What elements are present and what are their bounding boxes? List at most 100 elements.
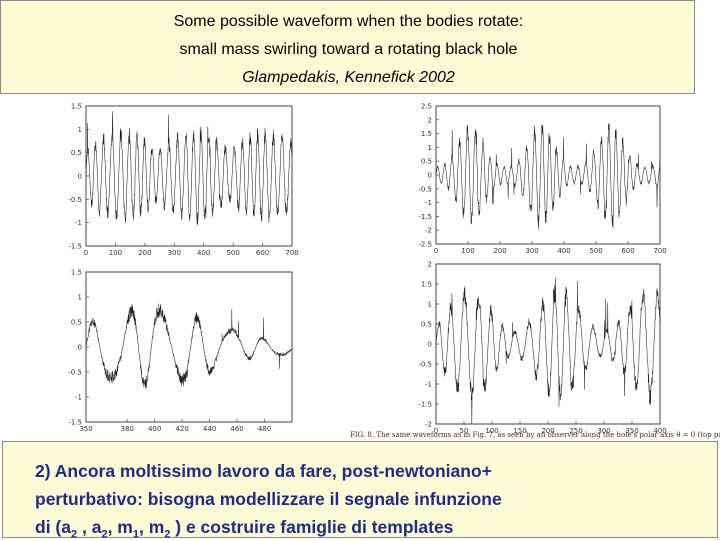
note-text: 2) Ancora moltissimo lavoro da fare, pos… — [35, 457, 705, 541]
note-box: 2) Ancora moltissimo lavoro da fare, pos… — [2, 441, 718, 541]
plot-frame — [85, 271, 293, 423]
y-tick-label: -2 — [425, 421, 432, 429]
y-tick-label: 0 — [78, 173, 82, 181]
waveform-trace — [85, 303, 293, 389]
x-tick-label: 150 — [513, 427, 526, 435]
x-tick-label: 380 — [121, 425, 134, 433]
plot-svg: 2.521.510.50-0.5-1-1.5-2-2.50 100 200 300 40… — [418, 103, 666, 256]
y-tick-label: 0.5 — [421, 321, 432, 329]
x-tick-label: 0 — [84, 249, 88, 257]
waveform-plot-top-left: 1.5 1 0.5 0 -0.5 -1 -1.5 0 100 200 300 400 500 600 700 — [60, 100, 298, 266]
waveform-plot-top-right: 2.5 2 1.5 1 0.5 0 -0.5 -1 -1.5 -2 -2.5 0 100 200 300 40… — [410, 100, 666, 264]
x-tick-label: 100 — [109, 249, 122, 257]
plot-svg: 1.510.50-0.5-1-1.50 100 200 300 400 500 600 700 — [68, 103, 298, 258]
y-tick-label: 0.5 — [421, 158, 432, 166]
y-tick-label: 1 — [78, 126, 82, 134]
y-tick-label: 1.5 — [71, 103, 82, 111]
x-tick-label: 460 — [230, 425, 243, 433]
x-tick-label: 500 — [226, 249, 239, 257]
y-tick-label: 0.5 — [71, 319, 82, 327]
x-tick-label: 700 — [653, 247, 666, 255]
x-tick-label: 600 — [621, 247, 634, 255]
y-tick-label: 1.5 — [71, 269, 82, 277]
title-line-2: small mass swirling toward a rotating bl… — [179, 41, 518, 58]
y-tick-label: 2.5 — [421, 103, 432, 111]
y-tick-label: 0.5 — [71, 149, 82, 157]
x-tick-label: 200 — [138, 249, 151, 257]
x-tick-label: 50 — [460, 427, 469, 435]
y-tick-label: 1.5 — [421, 130, 432, 138]
waveform-trace — [435, 123, 661, 230]
note-line-1: 2) Ancora moltissimo lavoro da fare, pos… — [35, 461, 492, 481]
citation: Glampedakis, Kennefick 2002 — [242, 69, 455, 86]
note-line-3: di (a2 , a2, m1, m2 ) e costruire famigl… — [35, 513, 705, 541]
y-tick-label: -1.5 — [68, 419, 82, 427]
title-box: Some possible waveform when the bodies r… — [0, 0, 695, 94]
y-tick-label: 0 — [428, 341, 432, 349]
x-tick-label: 600 — [256, 249, 269, 257]
figure-caption-fragment: FIG. 8. The same waveforms as in Fig. 7,… — [350, 431, 720, 439]
x-tick-label: 300 — [597, 427, 610, 435]
y-tick-label: 1 — [78, 294, 82, 302]
y-tick-label: 2 — [428, 261, 432, 269]
subscript: 2 — [70, 528, 78, 541]
subscript: 2 — [101, 528, 108, 541]
x-tick-label: 200 — [493, 247, 506, 255]
x-tick-label: 400 — [557, 247, 570, 255]
x-tick-label: 350 — [625, 427, 638, 435]
y-tick-label: -2 — [425, 227, 432, 235]
y-tick-label: -0.5 — [68, 369, 82, 377]
plot-svg: 21.510.50-0.5-1-1.5-20 50 100 150 200 250 300 3… — [418, 261, 666, 436]
x-tick-label: 300 — [525, 247, 538, 255]
x-tick-label: 440 — [203, 425, 216, 433]
y-tick-label: -1 — [425, 199, 432, 207]
y-tick-label: 0 — [78, 344, 82, 352]
x-tick-label: 100 — [461, 247, 474, 255]
x-tick-label: 700 — [285, 249, 298, 257]
note-line-2: perturbativo: bisogna modellizzare il se… — [35, 489, 502, 509]
note-line-3-prefix: di (a — [35, 517, 71, 537]
note-line-3-sep: , m — [107, 517, 133, 537]
y-tick-label: -1.5 — [68, 243, 82, 251]
x-tick-label: 420 — [175, 425, 188, 433]
y-tick-label: -1 — [75, 394, 82, 402]
x-tick-label: 100 — [485, 427, 498, 435]
waveform-plot-bottom-right: 2 1.5 1 0.5 0 -0.5 -1 -1.5 -2 0 50 100 150 200 250 300 3… — [410, 258, 666, 444]
y-tick-label: -0.5 — [418, 185, 432, 193]
x-tick-label: 250 — [569, 427, 582, 435]
y-tick-label: -1 — [75, 219, 82, 227]
y-tick-label: -1.5 — [418, 213, 432, 221]
x-tick-label: 300 — [168, 249, 181, 257]
x-tick-label: 500 — [589, 247, 602, 255]
y-tick-label: -1 — [425, 381, 432, 389]
x-tick-label: 200 — [541, 427, 554, 435]
subscript: 1 — [132, 528, 139, 541]
note-line-3-sep: , m — [138, 517, 165, 537]
y-tick-label: 2 — [428, 116, 432, 124]
title-line-1: Some possible waveform when the bodies r… — [173, 13, 524, 30]
y-tick-label: 1 — [428, 144, 432, 152]
waveform-trace — [435, 277, 661, 425]
x-tick-label: 400 — [653, 427, 666, 435]
waveform-plot-bottom-left: 1.5 1 0.5 0 -0.5 -1 -1.5 350 380 400 420 440 460 480 — [60, 266, 293, 440]
plot-frame — [435, 263, 661, 425]
y-tick-label: 1.5 — [421, 281, 432, 289]
waveform-trace — [85, 111, 293, 226]
y-tick-label: -1.5 — [418, 401, 432, 409]
x-tick-label: 400 — [148, 425, 161, 433]
x-tick-label: 400 — [197, 249, 210, 257]
y-tick-label: 1 — [428, 301, 432, 309]
y-tick-label: 0 — [428, 172, 432, 180]
x-tick-label: 350 — [79, 425, 92, 433]
x-tick-label: 0 — [434, 427, 438, 435]
note-line-3-suffix: ) e costruire famiglie di templates — [170, 517, 454, 537]
x-tick-label: 0 — [434, 247, 438, 255]
x-tick-label: 480 — [258, 425, 271, 433]
note-line-3-sep: , a — [77, 517, 102, 537]
y-tick-label: -2.5 — [418, 241, 432, 249]
subscript: 2 — [164, 528, 171, 541]
y-tick-label: -0.5 — [68, 196, 82, 204]
plot-frame — [85, 105, 293, 247]
y-tick-label: -0.5 — [418, 361, 432, 369]
